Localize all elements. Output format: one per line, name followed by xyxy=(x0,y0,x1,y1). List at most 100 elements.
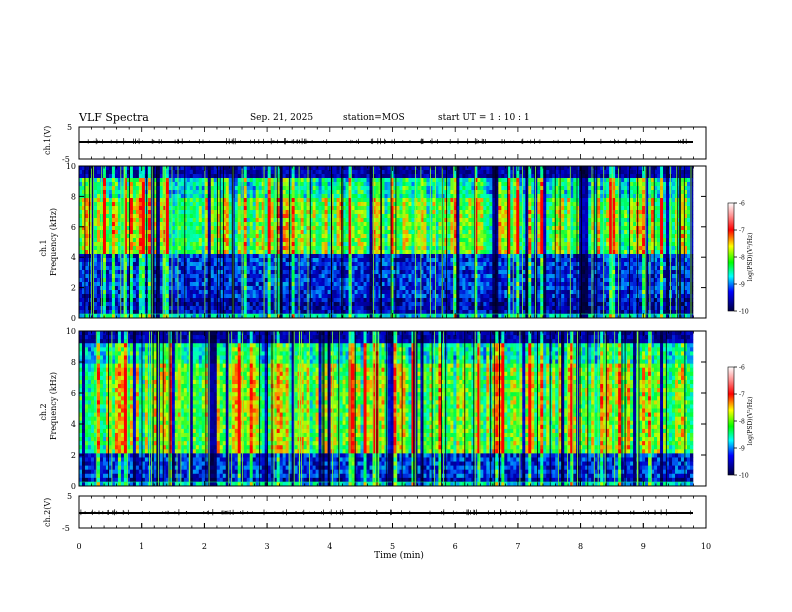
spectrogram-cell xyxy=(405,190,408,194)
spectrogram-cell xyxy=(190,282,193,286)
spectrogram-cell xyxy=(438,266,441,270)
spectrogram-cell xyxy=(328,170,331,174)
spectrogram-cell xyxy=(112,182,115,186)
spectrogram-cell xyxy=(447,230,450,234)
spectrogram-cell xyxy=(417,242,420,246)
spectrogram-cell xyxy=(199,202,202,206)
ch1-spectrogram-panel: 0246810 ch.1 Frequency (kHz) xyxy=(39,162,706,323)
spectrogram-cell xyxy=(94,258,97,262)
spectrogram-cell xyxy=(166,170,169,174)
spectrogram-cell xyxy=(382,226,385,230)
spectrogram-cell xyxy=(319,198,322,202)
spectrogram-cell xyxy=(286,214,289,218)
spectrogram-cell xyxy=(337,218,340,222)
spectrogram-cell xyxy=(133,166,136,170)
spectrogram-cell xyxy=(106,254,109,258)
spectrogram-cell xyxy=(417,290,420,294)
spectrogram-cell xyxy=(438,286,441,290)
spectrogram-cell xyxy=(316,210,319,214)
spectrogram-cell xyxy=(250,170,253,174)
spectrogram-cell xyxy=(346,258,349,262)
spectrogram-cell xyxy=(429,294,432,298)
spectrogram-cell xyxy=(94,210,97,214)
spectrogram-cell xyxy=(226,258,229,262)
spectrogram-cell xyxy=(459,214,462,218)
spectrogram-cell xyxy=(199,182,202,186)
spectrogram-cell xyxy=(253,190,256,194)
spectrogram-cell xyxy=(325,298,328,302)
spectrogram-cell xyxy=(286,270,289,274)
spectrogram-cell xyxy=(367,190,370,194)
spectrogram-cell xyxy=(328,270,331,274)
spectrogram-cell xyxy=(346,266,349,270)
spectrogram-cell xyxy=(133,170,136,174)
spectrogram-cell xyxy=(408,246,411,250)
spectrogram-cell xyxy=(238,218,241,222)
spectrogram-cell xyxy=(301,294,304,298)
spectrogram-cell xyxy=(304,214,307,218)
spectrogram-cell xyxy=(316,206,319,210)
spectrogram-cell xyxy=(130,218,133,222)
spectrogram-cell xyxy=(429,198,432,202)
spectrogram-cell xyxy=(181,258,184,262)
spectrogram-cell xyxy=(94,242,97,246)
spectrogram-cell xyxy=(334,238,337,242)
spectrogram-cell xyxy=(322,198,325,202)
spectrogram-cell xyxy=(265,302,268,306)
spectrogram-cell xyxy=(364,166,367,170)
spectrogram-cell xyxy=(405,274,408,278)
spectrogram-cell xyxy=(238,294,241,298)
spectrogram-cell xyxy=(396,286,399,290)
spectrogram-cell xyxy=(142,230,145,234)
spectrogram-cell xyxy=(190,174,193,178)
spectrogram-cell xyxy=(355,198,358,202)
spectrogram-cell xyxy=(429,250,432,254)
spectrogram-cell xyxy=(97,178,100,182)
spectrogram-cell xyxy=(247,306,250,310)
spectrogram-cell xyxy=(346,206,349,210)
spectrogram-cell xyxy=(459,202,462,206)
spectrogram-cell xyxy=(85,190,88,194)
spectrogram-cell xyxy=(256,170,259,174)
spectrogram-cell xyxy=(277,274,280,278)
spectrogram-cell xyxy=(319,294,322,298)
spectrogram-cell xyxy=(289,170,292,174)
spectrogram-cell xyxy=(253,222,256,226)
spectrogram-cell xyxy=(259,282,262,286)
spectrogram-cell xyxy=(277,198,280,202)
spectrogram-cell xyxy=(199,174,202,178)
spectrogram-cell xyxy=(358,226,361,230)
spectrogram-cell xyxy=(411,270,414,274)
spectrogram-cell xyxy=(196,294,199,298)
spectrogram-cell xyxy=(259,222,262,226)
spectrogram-cell xyxy=(190,266,193,270)
spectrogram-cell xyxy=(208,266,211,270)
spectrogram-cell xyxy=(370,306,373,310)
spectrogram-cell xyxy=(292,274,295,278)
spectrogram-cell xyxy=(259,198,262,202)
spectrogram-cell xyxy=(346,218,349,222)
spectrogram-cell xyxy=(253,302,256,306)
spectrogram-cell xyxy=(130,178,133,182)
spectrogram-cell xyxy=(94,278,97,282)
spectrogram-cell xyxy=(328,186,331,190)
spectrogram-cell xyxy=(334,226,337,230)
spectrogram-cell xyxy=(322,206,325,210)
spectrogram-cell xyxy=(319,182,322,186)
spectrogram-cell xyxy=(106,198,109,202)
spectrogram-cell xyxy=(112,194,115,198)
spectrogram-cell xyxy=(361,306,364,310)
spectrogram-cell xyxy=(355,182,358,186)
spectrogram-cell xyxy=(289,270,292,274)
spectrogram-cell xyxy=(399,310,402,314)
spectrogram-cell xyxy=(256,206,259,210)
spectrogram-cell xyxy=(399,178,402,182)
spectrogram-cell xyxy=(130,258,133,262)
spectrogram-cell xyxy=(139,194,142,198)
spectrogram-cell xyxy=(388,258,391,262)
spectrogram-cell xyxy=(429,258,432,262)
spectrogram-cell xyxy=(103,202,106,206)
spectrogram-cell xyxy=(450,166,453,170)
spectrogram-cell xyxy=(181,270,184,274)
spectrogram-cell xyxy=(438,194,441,198)
